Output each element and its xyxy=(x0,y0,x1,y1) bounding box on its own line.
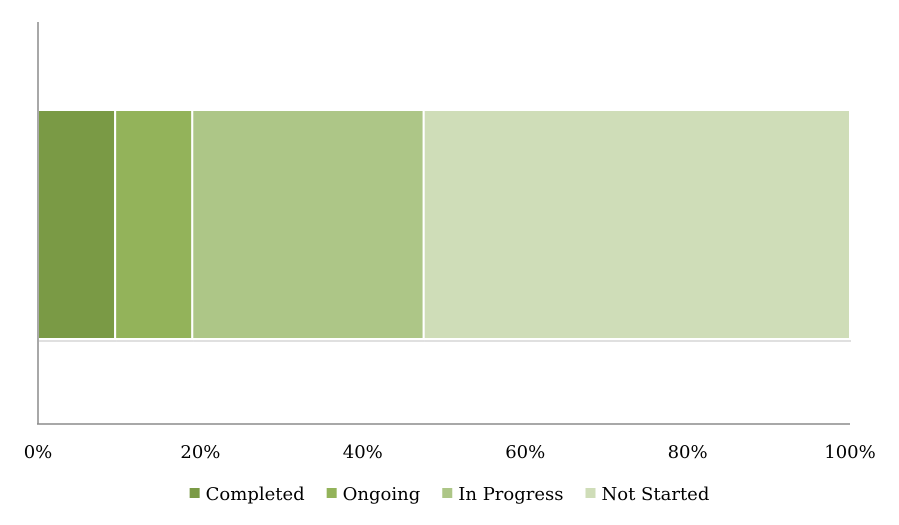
legend-swatch xyxy=(326,488,337,498)
bar-segment-completed xyxy=(37,109,117,340)
legend-swatch xyxy=(585,488,596,498)
x-tick-label: 0% xyxy=(24,442,53,463)
bar-segment-not-started xyxy=(422,109,851,340)
bar-segment-ongoing xyxy=(114,109,194,340)
x-tick-label: 80% xyxy=(668,442,708,463)
legend-item: In Progress xyxy=(442,484,564,505)
legend: Completed Ongoing In Progress Not Started xyxy=(189,484,710,505)
x-tick-label: 20% xyxy=(180,442,220,463)
legend-swatch xyxy=(189,488,200,498)
x-tick-label: 40% xyxy=(343,442,383,463)
bar-layer xyxy=(37,109,851,342)
x-tick-label: 60% xyxy=(505,442,545,463)
x-tick-label: 100% xyxy=(824,442,875,463)
legend-item: Ongoing xyxy=(326,484,421,505)
legend-swatch xyxy=(442,488,453,498)
x-tick-labels: 0% 20% 40% 60% 80% 100% xyxy=(24,442,876,463)
legend-item: Completed xyxy=(189,484,305,505)
legend-label: Completed xyxy=(206,484,305,505)
legend-item: Not Started xyxy=(585,484,710,505)
legend-label: Not Started xyxy=(602,484,710,505)
legend-label: In Progress xyxy=(458,484,563,505)
bar-segment-in-progress xyxy=(191,109,425,340)
legend-label: Ongoing xyxy=(343,484,421,505)
